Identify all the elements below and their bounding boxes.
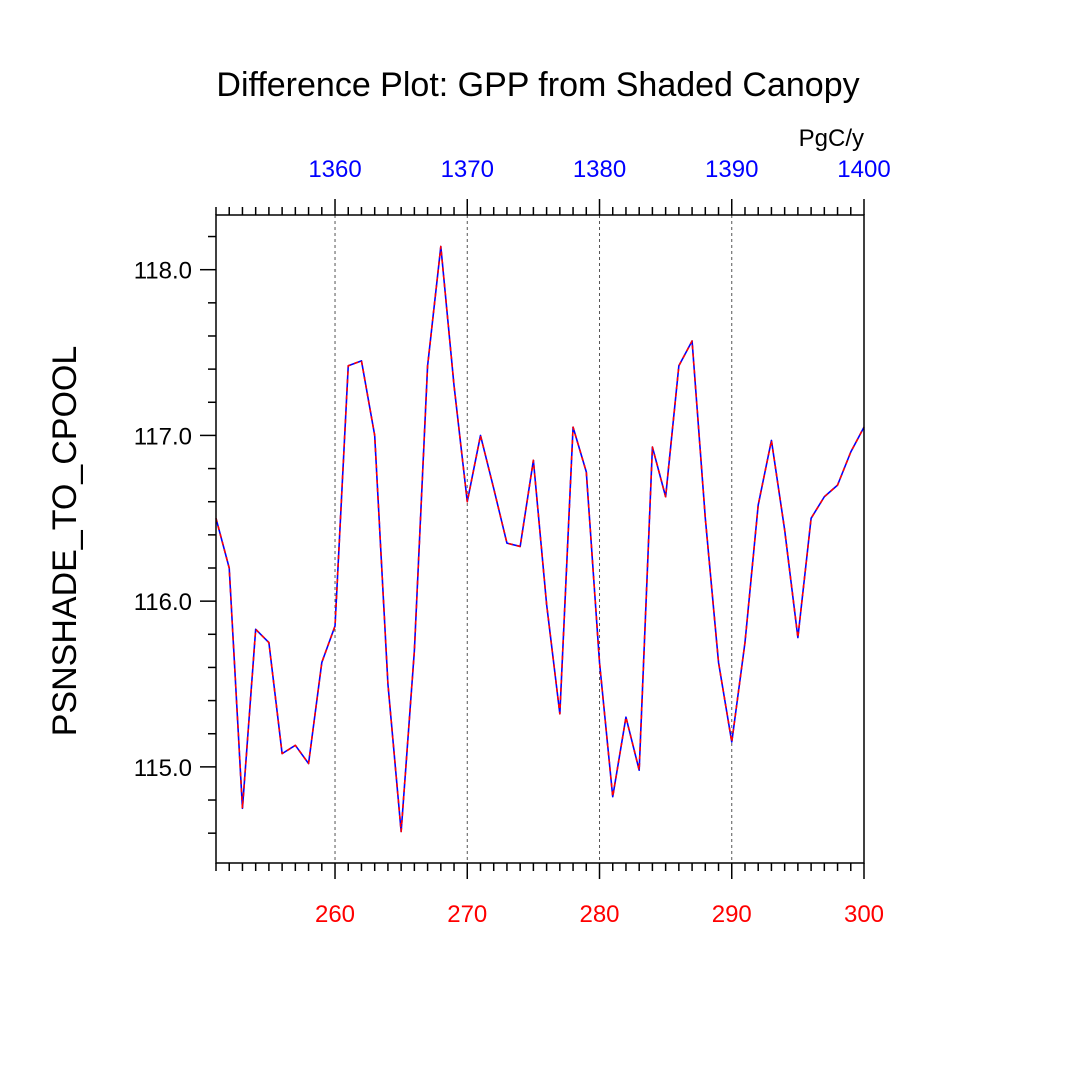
y-tick-label: 115.0 (134, 755, 192, 782)
x-tick-label-top: 1400 (837, 156, 890, 183)
plot-frame (215, 214, 865, 864)
series-layer (215, 245, 865, 833)
x-tick-label-top: 1390 (705, 156, 758, 183)
y-tick-label: 118.0 (134, 258, 192, 285)
x-tick-label-bottom: 300 (844, 901, 884, 928)
x-tick-label-top: 1360 (308, 156, 361, 183)
grid-lines (334, 215, 733, 863)
y-tick-label: 116.0 (134, 589, 192, 616)
x-tick-label-top: 1380 (573, 156, 626, 183)
x-tick-label-bottom: 270 (447, 901, 487, 928)
units-label: PgC/y (799, 125, 864, 152)
chart-title: Difference Plot: GPP from Shaded Canopy (216, 66, 859, 104)
tick-labels: 260 270 280 290 300 1360 1370 1380 1390 1400 115.0… (134, 156, 891, 928)
y-axis-label: PSNSHADE_TO_CPOOL (46, 346, 84, 737)
x-tick-label-bottom: 260 (315, 901, 355, 928)
x-tick-label-top: 1370 (441, 156, 494, 183)
series-line-2 (215, 245, 865, 833)
y-tick-label: 117.0 (134, 423, 192, 450)
x-tick-label-bottom: 280 (579, 901, 619, 928)
axis-ticks (200, 199, 865, 879)
x-tick-label-bottom: 290 (712, 901, 752, 928)
